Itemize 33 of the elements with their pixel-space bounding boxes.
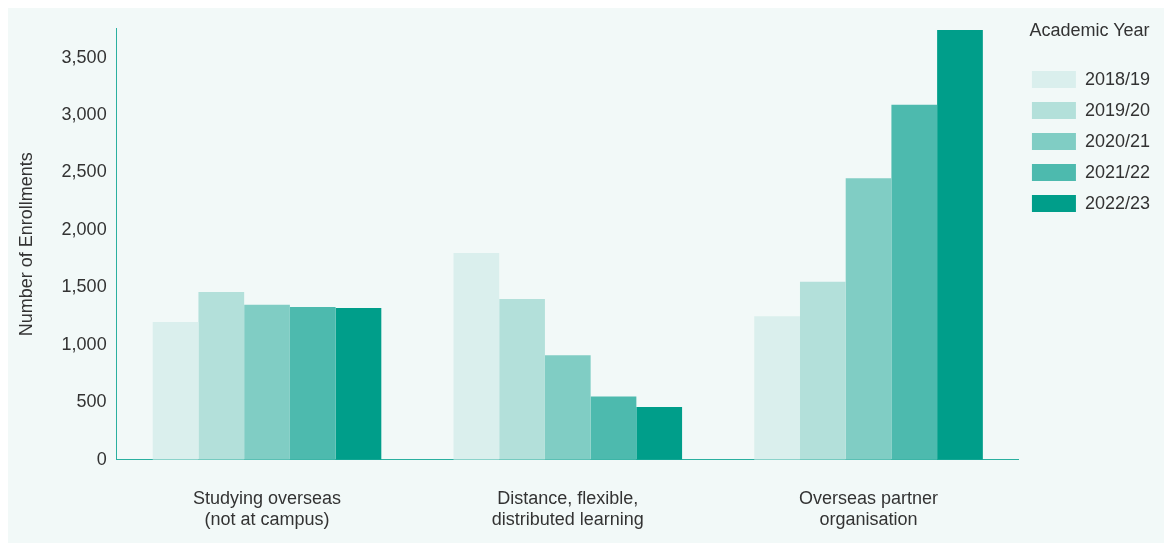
legend-title: Academic Year	[1029, 19, 1150, 40]
bar	[845, 178, 892, 460]
legend-label: 2019/20	[1084, 99, 1151, 120]
legend-label: 2021/22	[1084, 161, 1151, 182]
y-tick-label: 2,500	[61, 161, 107, 182]
x-tick-label: Overseas partner organisation	[799, 487, 939, 530]
bar	[937, 29, 983, 460]
bar	[544, 355, 591, 460]
bar	[891, 104, 938, 460]
bar	[499, 298, 545, 460]
bar	[335, 308, 382, 460]
y-tick-label: 1,000	[61, 333, 107, 354]
x-tick-label: Distance, flexible, distributed learning	[491, 487, 644, 530]
y-tick-label: 2,000	[61, 218, 107, 239]
legend-label: 2022/23	[1084, 192, 1151, 213]
y-tick-label: 1,500	[61, 276, 107, 297]
y-axis-title: Number of Enrollments	[15, 152, 36, 337]
y-tick-label: 3,000	[61, 103, 107, 124]
legend-label: 2018/19	[1084, 68, 1151, 89]
y-tick-label: 500	[76, 391, 107, 412]
x-tick-label: Studying overseas (not at campus)	[192, 487, 342, 530]
legend-label: 2020/21	[1084, 130, 1151, 151]
y-tick-label: 3,500	[61, 46, 107, 67]
bar	[198, 292, 245, 460]
bar	[636, 406, 683, 460]
bar	[453, 252, 500, 460]
bar	[590, 396, 637, 460]
bar	[244, 304, 290, 460]
bar	[754, 316, 800, 460]
bar	[799, 281, 846, 460]
bar	[152, 321, 199, 460]
y-tick-label: 0	[96, 448, 107, 469]
bar	[289, 306, 336, 460]
